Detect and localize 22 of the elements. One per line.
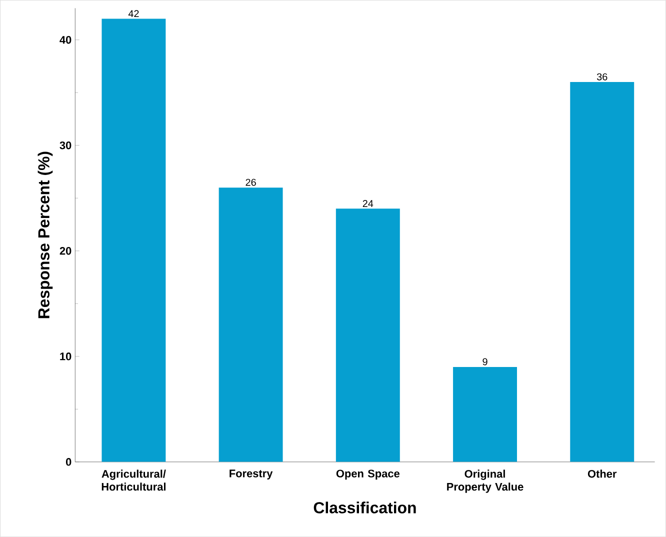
x-axis-title: Classification <box>314 502 416 514</box>
y-tick-label: 30 <box>60 141 72 150</box>
x-tick-label: Agricultural/ Horticultural <box>102 470 166 491</box>
y-tick-label: 40 <box>60 36 72 44</box>
data-label: 36 <box>596 73 608 80</box>
data-label: 9 <box>482 358 488 366</box>
bar <box>218 188 283 462</box>
y-axis-title: Response Percent (%) <box>38 152 53 318</box>
x-tick-label: Other <box>588 470 617 478</box>
x-tick-label: Forestry <box>230 470 273 480</box>
x-tick-label: Open Space <box>336 470 400 480</box>
data-label: 26 <box>246 178 256 186</box>
y-tick-label: 0 <box>66 458 72 466</box>
bar <box>453 366 517 462</box>
bar <box>570 82 634 462</box>
x-tick-label: Original Property Value <box>447 470 524 493</box>
data-label: 24 <box>362 200 374 207</box>
bar <box>336 208 400 462</box>
data-label: 42 <box>128 10 139 18</box>
y-tick-label: 20 <box>60 246 72 255</box>
bar <box>102 18 166 462</box>
y-tick-label: 10 <box>60 352 72 360</box>
